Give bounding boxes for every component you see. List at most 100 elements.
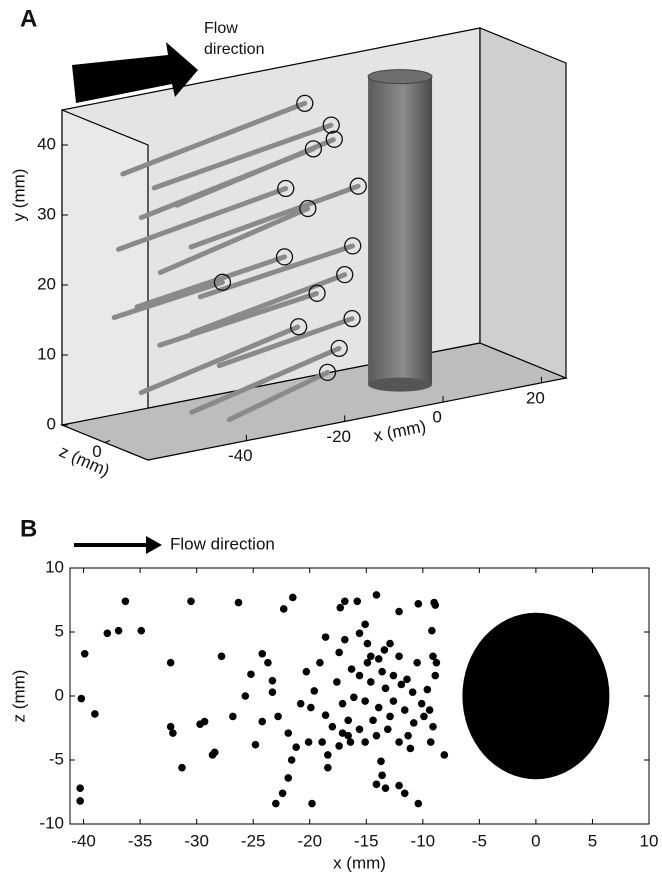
point [404, 731, 412, 740]
trajectory [111, 279, 225, 320]
point [258, 717, 267, 726]
point [324, 751, 332, 759]
y-tick-label: 30 [37, 204, 56, 223]
point [413, 658, 421, 667]
x-tick-label: -40 [228, 446, 253, 465]
point [247, 670, 255, 679]
panel-label: A [20, 5, 37, 32]
point [308, 799, 316, 808]
point [381, 784, 390, 792]
point [166, 722, 175, 731]
y-tick-label: 10 [45, 557, 64, 576]
x-axis-label: x (mm) [372, 417, 428, 446]
point [169, 729, 177, 737]
trajectory [197, 243, 356, 300]
y-tick-label: 40 [37, 134, 56, 153]
flow-label: Flow direction [204, 20, 265, 58]
point [346, 738, 355, 746]
flow-label: Flow direction [170, 534, 275, 553]
point [353, 597, 362, 606]
point [103, 629, 112, 638]
point [234, 598, 243, 607]
point [400, 706, 409, 714]
point [324, 763, 332, 772]
cylinder-base [368, 377, 433, 392]
point [304, 738, 313, 746]
point [367, 678, 375, 686]
point [409, 719, 418, 727]
trajectory-end [299, 199, 317, 218]
point [381, 684, 390, 693]
point [316, 658, 324, 667]
y-axis-label: y (mm) [9, 169, 28, 222]
trajectory-end [343, 309, 361, 328]
point [344, 731, 352, 740]
point [321, 711, 330, 719]
point [229, 712, 237, 721]
trajectory [188, 183, 361, 250]
point [372, 731, 381, 740]
trajectory-end [325, 130, 343, 148]
point [278, 789, 287, 798]
x-tick-label: -30 [184, 831, 209, 850]
point [414, 600, 423, 608]
z-tick-label: 0 [92, 442, 101, 461]
trajectory-end [304, 140, 323, 158]
x-tick-label: -15 [354, 831, 379, 850]
x-tick-label: 0 [432, 408, 441, 427]
point [414, 799, 423, 808]
point [428, 626, 436, 635]
left-wall [61, 109, 149, 461]
point [395, 781, 403, 790]
point [423, 685, 432, 694]
point [355, 629, 364, 638]
point [310, 687, 319, 695]
point [374, 703, 383, 712]
trajectory [151, 122, 334, 191]
y-tick-label: 10 [37, 344, 56, 363]
point [395, 652, 403, 661]
point [389, 697, 398, 705]
point [137, 626, 146, 635]
point [372, 591, 381, 599]
flow-arrow-head [146, 536, 162, 554]
trajectory [116, 186, 289, 252]
z-tick [104, 440, 111, 443]
x-axis-label: x (mm) [333, 853, 386, 872]
x-tick-label: -35 [128, 831, 153, 850]
point [429, 722, 437, 731]
point [258, 649, 267, 658]
point [429, 652, 437, 661]
trajectory [189, 345, 342, 415]
point [363, 639, 372, 648]
y-tick-label: 0 [47, 414, 56, 433]
trajectory-end [289, 318, 308, 336]
trajectory [138, 146, 316, 221]
point [121, 597, 130, 606]
point [210, 748, 219, 757]
trajectory [157, 290, 320, 348]
point [274, 712, 282, 721]
trajectory [134, 254, 287, 310]
trajectory-end [344, 237, 362, 255]
x-tick-label: 20 [526, 388, 545, 407]
right-wall [479, 27, 567, 379]
point [372, 780, 381, 789]
point [336, 603, 345, 612]
point [432, 658, 441, 667]
panel-label: B [20, 515, 37, 542]
obstacle [462, 612, 610, 780]
point [335, 648, 343, 657]
x-tick-label: -40 [71, 831, 96, 850]
point [347, 665, 356, 673]
trajectory-end [277, 179, 295, 198]
point [268, 676, 277, 685]
trajectory-end [322, 116, 340, 134]
point [178, 763, 186, 772]
cylinder-top [367, 69, 433, 85]
point [380, 646, 389, 654]
point [406, 744, 415, 753]
cylinder-body [368, 76, 433, 385]
